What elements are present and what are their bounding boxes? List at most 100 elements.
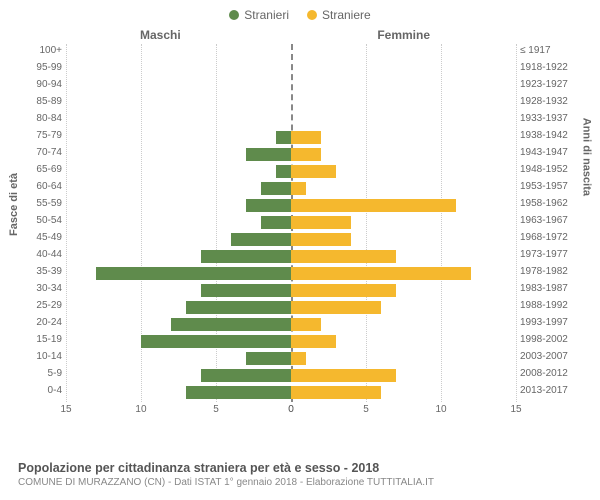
age-label: 40-44 (24, 249, 62, 260)
bar-male (246, 352, 291, 365)
bar-female (291, 199, 456, 212)
birth-label: 1958-1962 (520, 198, 576, 209)
pyramid-row (66, 61, 516, 78)
pyramid-row (66, 163, 516, 180)
birth-label: 1983-1987 (520, 283, 576, 294)
bar-male (201, 250, 291, 263)
age-label: 0-4 (24, 385, 62, 396)
pyramid-row (66, 282, 516, 299)
legend-label-male: Stranieri (244, 8, 289, 22)
column-header-right: Femmine (377, 28, 430, 42)
bar-female (291, 386, 381, 399)
bar-female (291, 233, 351, 246)
bar-male (171, 318, 291, 331)
chart-area: Maschi Femmine Fasce di età Anni di nasc… (20, 26, 580, 426)
x-tick: 15 (60, 404, 71, 415)
bar-male (96, 267, 291, 280)
x-axis: 151050051015 (66, 404, 516, 418)
bar-female (291, 301, 381, 314)
bar-female (291, 318, 321, 331)
age-label: 10-14 (24, 351, 62, 362)
bar-female (291, 165, 336, 178)
birth-label: 1918-1922 (520, 62, 576, 73)
pyramid-row (66, 180, 516, 197)
bar-male (246, 148, 291, 161)
x-tick: 0 (288, 404, 294, 415)
x-tick: 10 (135, 404, 146, 415)
axis-title-left: Fasce di età (8, 173, 20, 236)
bar-female (291, 148, 321, 161)
pyramid-row (66, 333, 516, 350)
pyramid-row (66, 265, 516, 282)
legend-swatch-male (229, 10, 239, 20)
age-label: 70-74 (24, 147, 62, 158)
bar-male (186, 386, 291, 399)
age-label: 35-39 (24, 266, 62, 277)
birth-label: 1943-1947 (520, 147, 576, 158)
pyramid-row (66, 367, 516, 384)
birth-label: 2003-2007 (520, 351, 576, 362)
bar-male (186, 301, 291, 314)
birth-label: 1953-1957 (520, 181, 576, 192)
age-label: 75-79 (24, 130, 62, 141)
birth-label: 1948-1952 (520, 164, 576, 175)
bar-male (261, 216, 291, 229)
plot (66, 44, 516, 402)
birth-label: 2013-2017 (520, 385, 576, 396)
footer-subtitle: COMUNE DI MURAZZANO (CN) - Dati ISTAT 1°… (18, 477, 582, 488)
footer-title: Popolazione per cittadinanza straniera p… (18, 461, 582, 475)
pyramid-row (66, 248, 516, 265)
pyramid-row (66, 299, 516, 316)
bar-female (291, 352, 306, 365)
x-tick: 5 (213, 404, 219, 415)
x-tick: 15 (510, 404, 521, 415)
pyramid-row (66, 214, 516, 231)
column-header-left: Maschi (140, 28, 181, 42)
age-label: 45-49 (24, 232, 62, 243)
age-label: 15-19 (24, 334, 62, 345)
birth-label: 1973-1977 (520, 249, 576, 260)
birth-label: 1928-1932 (520, 96, 576, 107)
age-label: 90-94 (24, 79, 62, 90)
age-label: 85-89 (24, 96, 62, 107)
age-label: 25-29 (24, 300, 62, 311)
birth-label: 1978-1982 (520, 266, 576, 277)
bar-male (201, 369, 291, 382)
x-tick: 5 (363, 404, 369, 415)
pyramid-row (66, 146, 516, 163)
birth-label: ≤ 1917 (520, 45, 576, 56)
bar-female (291, 131, 321, 144)
bar-male (246, 199, 291, 212)
birth-label: 1933-1937 (520, 113, 576, 124)
pyramid-row (66, 231, 516, 248)
pyramid-row (66, 129, 516, 146)
birth-label: 1988-1992 (520, 300, 576, 311)
age-label: 100+ (24, 45, 62, 56)
age-label: 60-64 (24, 181, 62, 192)
legend: Stranieri Straniere (0, 0, 600, 26)
pyramid-row (66, 44, 516, 61)
age-label: 95-99 (24, 62, 62, 73)
bar-male (141, 335, 291, 348)
bar-female (291, 369, 396, 382)
age-label: 50-54 (24, 215, 62, 226)
bar-male (201, 284, 291, 297)
gridline (516, 44, 517, 402)
birth-label: 1923-1927 (520, 79, 576, 90)
birth-label: 1938-1942 (520, 130, 576, 141)
age-label: 80-84 (24, 113, 62, 124)
legend-swatch-female (307, 10, 317, 20)
age-label: 5-9 (24, 368, 62, 379)
age-label: 55-59 (24, 198, 62, 209)
pyramid-row (66, 112, 516, 129)
pyramid-row (66, 197, 516, 214)
age-label: 30-34 (24, 283, 62, 294)
pyramid-row (66, 316, 516, 333)
bar-male (231, 233, 291, 246)
bar-female (291, 284, 396, 297)
bar-male (276, 165, 291, 178)
x-tick: 10 (435, 404, 446, 415)
bar-female (291, 250, 396, 263)
footer: Popolazione per cittadinanza straniera p… (18, 461, 582, 488)
birth-label: 2008-2012 (520, 368, 576, 379)
